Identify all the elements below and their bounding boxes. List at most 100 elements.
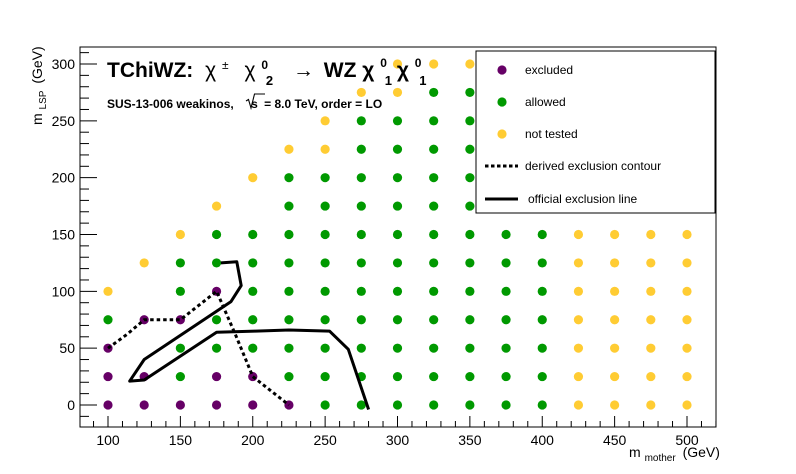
point-excluded	[175, 400, 185, 410]
point-not-tested	[610, 258, 620, 268]
point-allowed	[465, 229, 475, 240]
point-allowed	[465, 144, 475, 154]
point-allowed	[356, 315, 366, 325]
point-not-tested	[573, 400, 584, 410]
point-allowed	[501, 315, 511, 325]
x-tick-label: 450	[603, 432, 627, 448]
point-excluded	[211, 371, 222, 382]
point-allowed	[103, 315, 113, 325]
point-excluded	[248, 400, 258, 410]
x-tick-label: 500	[675, 432, 699, 448]
legend-box	[475, 50, 716, 214]
point-allowed	[429, 87, 439, 98]
point-not-tested	[682, 229, 692, 240]
point-allowed	[320, 258, 330, 268]
legend: excluded allowed not tested derived exclusi…	[475, 50, 716, 214]
point-allowed	[211, 258, 222, 268]
point-allowed	[284, 371, 294, 382]
point-not-tested	[356, 87, 366, 98]
x-tick-label: 150	[169, 432, 193, 448]
point-not-tested	[392, 59, 403, 69]
point-allowed	[465, 201, 475, 211]
point-allowed	[537, 371, 547, 382]
point-not-tested	[610, 343, 620, 353]
point-allowed	[429, 286, 439, 296]
point-allowed	[501, 343, 511, 353]
point-allowed	[248, 258, 258, 268]
derived-exclusion-contour	[107, 288, 290, 407]
point-not-tested	[573, 229, 584, 240]
legend-marker-not-tested	[497, 129, 507, 139]
point-allowed	[537, 315, 547, 325]
point-allowed	[248, 229, 258, 240]
chart-title: TChiWZ: χ ± χ 0 2 → WZ χ 0 1 χ 0 1	[107, 49, 427, 90]
point-excluded	[103, 371, 113, 382]
point-allowed	[175, 343, 185, 353]
point-allowed	[175, 286, 185, 296]
point-allowed	[284, 258, 294, 268]
point-allowed	[320, 400, 330, 410]
point-allowed	[429, 400, 439, 410]
point-allowed	[501, 400, 511, 410]
point-allowed	[392, 343, 403, 353]
point-not-tested	[573, 286, 584, 296]
sqrt-sign	[245, 93, 265, 111]
point-not-tested	[646, 286, 656, 296]
point-allowed	[392, 229, 403, 240]
legend-marker-allowed	[497, 97, 507, 107]
point-allowed	[356, 343, 366, 353]
point-allowed	[392, 116, 403, 126]
point-allowed	[284, 343, 294, 353]
point-not-tested	[175, 229, 185, 240]
point-allowed	[537, 229, 547, 240]
point-allowed	[465, 173, 475, 183]
y-tick-label: 150	[52, 227, 76, 243]
point-allowed	[537, 286, 547, 296]
point-allowed	[429, 201, 439, 211]
point-allowed	[356, 258, 366, 268]
point-allowed	[356, 400, 366, 410]
point-allowed	[320, 315, 330, 325]
point-allowed	[465, 371, 475, 382]
point-allowed	[429, 315, 439, 325]
point-allowed	[248, 286, 258, 296]
point-excluded	[103, 400, 113, 410]
x-axis-label: m mother (GeV)	[629, 444, 720, 464]
x-tick-label: 200	[241, 432, 265, 448]
point-allowed	[248, 315, 258, 325]
point-allowed	[392, 173, 403, 183]
point-not-tested	[465, 59, 475, 69]
point-not-tested	[682, 315, 692, 325]
point-allowed	[356, 229, 366, 240]
y-tick-label: 100	[52, 283, 76, 299]
point-allowed	[320, 229, 330, 240]
point-not-tested	[248, 173, 258, 183]
legend-label-excluded: excluded	[525, 63, 573, 77]
point-allowed	[356, 173, 366, 183]
y-tick-label: 50	[59, 340, 75, 356]
point-allowed	[392, 201, 403, 211]
point-allowed	[320, 173, 330, 183]
x-tick-label: 350	[458, 432, 482, 448]
point-allowed	[356, 201, 366, 211]
point-not-tested	[646, 371, 656, 382]
point-allowed	[465, 315, 475, 325]
point-allowed	[392, 371, 403, 382]
x-tick-label: 400	[531, 432, 555, 448]
point-not-tested	[646, 229, 656, 240]
legend-label-allowed: allowed	[525, 95, 566, 109]
point-allowed	[392, 144, 403, 154]
point-allowed	[501, 371, 511, 382]
point-not-tested	[646, 400, 656, 410]
point-not-tested	[320, 144, 330, 154]
point-allowed	[356, 144, 366, 154]
point-excluded	[139, 400, 149, 410]
point-allowed	[465, 87, 475, 98]
y-tick-label: 0	[67, 397, 75, 413]
tick-labels: 100 150 200 250 300 350 400 450 500 0 50 100 150 200 2…	[52, 56, 699, 448]
point-not-tested	[682, 343, 692, 353]
point-allowed	[429, 343, 439, 353]
point-allowed	[284, 286, 294, 296]
point-not-tested	[320, 116, 330, 126]
